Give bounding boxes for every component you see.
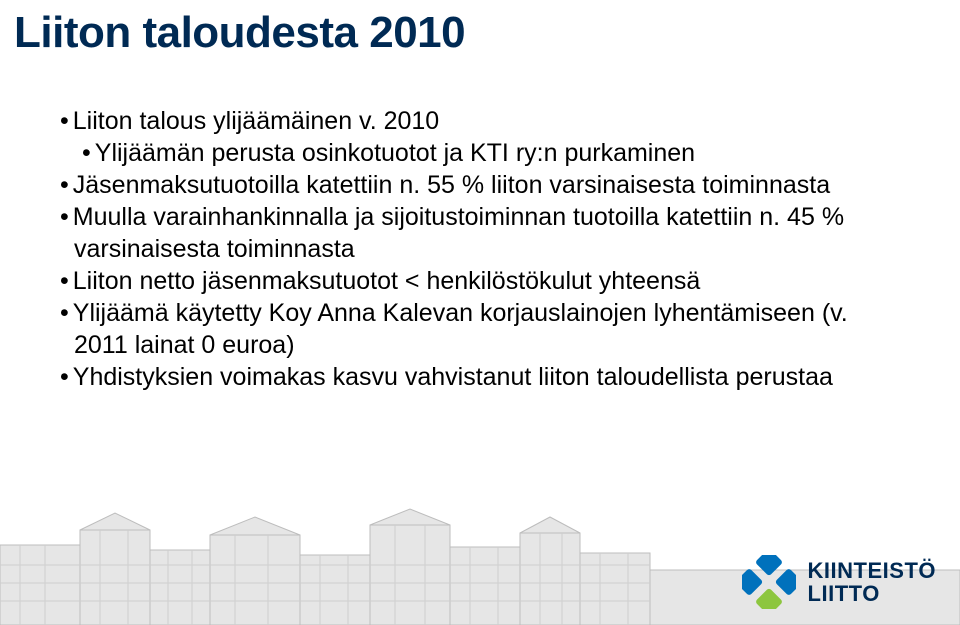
list-item: Jäsenmaksutuotoilla katettiin n. 55 % li…	[60, 169, 890, 201]
logo-text-line1: KIINTEISTÖ	[808, 559, 936, 582]
logo-mark-icon	[742, 555, 796, 609]
list-item: Liiton netto jäsenmaksutuotot < henkilös…	[60, 265, 890, 297]
slide: Liiton taloudesta 2010 Liiton talous yli…	[0, 0, 960, 625]
list-item: Yhdistyksien voimakas kasvu vahvistanut …	[60, 361, 890, 393]
logo-text: KIINTEISTÖ LIITTO	[808, 559, 936, 605]
slide-title: Liiton taloudesta 2010	[14, 8, 465, 58]
bullet-list: Liiton talous ylijäämäinen v. 2010 Ylijä…	[60, 105, 890, 393]
list-item: Ylijäämä käytetty Koy Anna Kalevan korja…	[60, 297, 890, 361]
list-item: Liiton talous ylijäämäinen v. 2010	[60, 105, 890, 137]
list-item: Ylijäämän perusta osinkotuotot ja KTI ry…	[82, 137, 890, 169]
list-item: Muulla varainhankinnalla ja sijoitustoim…	[60, 201, 890, 265]
brand-logo: KIINTEISTÖ LIITTO	[742, 555, 936, 609]
logo-text-line2: LIITTO	[808, 582, 936, 605]
